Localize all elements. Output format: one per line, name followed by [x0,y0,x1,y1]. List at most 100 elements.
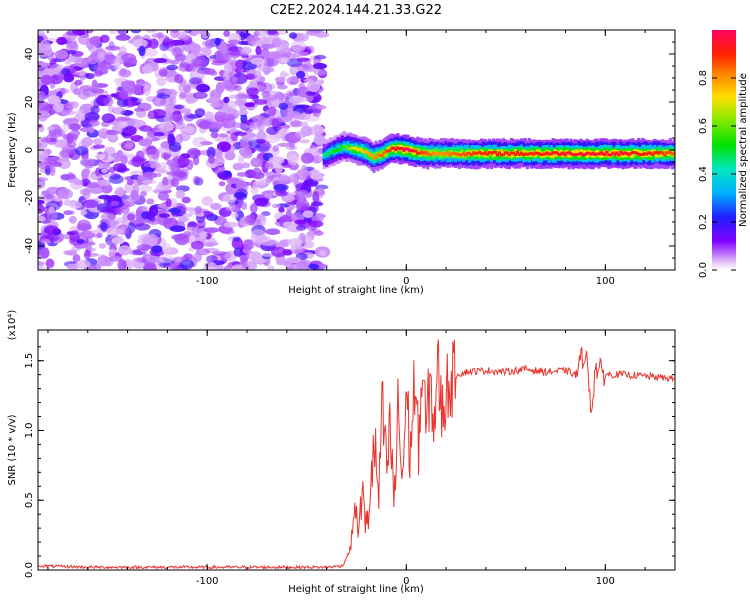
heatmap-noise-cell [38,101,50,111]
heatmap-signal-cell [408,149,412,153]
heatmap-noise-cell [216,150,224,160]
heatmap-noise-cell [295,224,307,231]
heatmap-noise-cell [271,246,287,258]
heatmap-noise-cell [159,42,170,52]
heatmap-signal-cell [649,151,653,155]
heatmap-noise-cell [223,96,230,104]
heatmap-signal-cell [378,154,382,157]
heatmap-noise-cell [130,97,139,103]
heatmap-signal-cell [513,149,517,156]
heatmap-noise-cell [59,150,68,159]
heatmap-signal-cell [625,152,629,155]
heatmap-signal-cell [479,152,484,156]
heatmap-signal-cell [653,151,657,155]
heatmap-signal-cell [499,149,503,156]
heatmap-signal-cell [352,146,356,153]
heatmap-noise-cell [86,181,102,194]
heatmap-noise-cell [242,137,258,142]
heatmap-noise-cell [75,259,91,269]
heatmap-noise-cell [181,196,191,204]
heatmap-signal-cell [503,151,507,155]
heatmap-noise-cell [66,50,77,55]
heatmap-signal-cell [529,151,533,155]
heatmap-signal-cell [468,151,472,155]
heatmap-noise-cell [117,119,129,129]
heatmap-noise-cell [297,51,309,56]
heatmap-signal-cell [460,153,464,157]
heatmap-signal-cell [326,149,330,156]
heatmap-noise-cell [117,245,132,256]
heatmap-noise-cell [206,146,216,159]
heatmap-signal-cell [665,151,669,154]
heatmap-signal-cell [406,147,410,151]
heatmap-noise-cell [144,261,156,270]
heatmap-noise-cell [38,35,44,43]
heatmap-signal-cell [328,148,332,155]
heatmap-noise-cell [267,30,278,35]
heatmap-noise-cell [312,191,320,204]
heatmap-signal-cell [575,153,579,156]
heatmap-noise-cell [308,220,324,228]
heatmap-noise-cell [267,265,275,270]
heatmap-noise-cell [173,256,185,263]
heatmap-noise-cell [309,30,324,34]
heatmap-noise-cell [313,124,322,132]
heatmap-signal-cell [452,152,456,155]
heatmap-noise-cell [121,204,130,215]
heatmap-noise-cell [38,203,45,214]
heatmap-signal-cell [601,152,605,156]
heatmap-signal-cell [669,151,673,155]
heatmap-signal-cell [663,149,667,156]
heatmap-noise-cell [317,189,326,196]
heatmap-signal-cell [388,149,392,152]
heatmap-noise-cell [80,210,88,216]
heatmap-signal-cell [575,149,579,156]
heatmap-noise-cell [83,30,94,34]
heatmap-signal-cell [466,152,470,155]
heatmap-noise-cell [44,225,59,235]
heatmap-noise-cell [312,62,327,70]
heatmap-signal-cell [434,152,438,156]
heatmap-noise-cell [157,168,168,174]
heatmap-noise-cell [201,196,213,207]
heatmap-noise-cell [277,176,294,185]
heatmap-signal-cell [493,150,498,154]
heatmap-signal-cell [340,145,344,149]
heatmap-signal-cell [505,151,509,155]
heatmap-noise-cell [170,162,181,172]
heatmap-noise-cell [151,33,162,38]
heatmap-noise-cell [209,70,218,76]
heatmap-noise-cell [186,147,201,159]
heatmap-signal-cell [330,149,334,152]
heatmap-noise-cell [299,139,311,144]
heatmap-noise-cell [258,82,273,93]
heatmap-noise-cell [171,30,179,34]
heatmap-signal-cell [557,153,561,157]
heatmap-signal-cell [623,151,627,155]
heatmap-signal-cell [497,151,501,155]
heatmap-noise-cell [97,255,112,267]
heatmap-signal-cell [477,151,482,158]
heatmap-noise-cell [161,68,168,76]
heatmap-noise-cell [158,254,175,264]
heatmap-noise-cell [169,225,186,232]
heatmap-noise-cell [199,231,208,240]
heatmap-signal-cell [511,151,515,155]
heatmap-signal-cell [430,149,434,156]
heatmap-noise-cell [38,178,46,189]
heatmap-noise-cell [105,130,120,136]
heatmap-noise-cell [38,150,49,161]
heatmap-noise-cell [103,195,112,206]
heatmap-noise-cell [64,59,72,65]
heatmap-signal-cell [344,144,348,148]
colorbar-tick-label: 0.0 [698,262,709,278]
heatmap-signal-cell [362,150,366,154]
heatmap-noise-cell [307,81,321,92]
heatmap-noise-cell [203,227,220,234]
heatmap-noise-cell [139,125,153,132]
heatmap-signal-cell [569,152,573,156]
heatmap-signal-cell [392,146,396,150]
heatmap-noise-cell [201,30,209,39]
heatmap-noise-cell [104,51,114,62]
heatmap-ytick-label: 40 [24,48,35,61]
